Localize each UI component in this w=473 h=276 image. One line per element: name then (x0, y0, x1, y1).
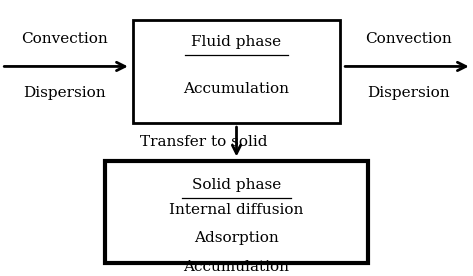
Bar (133, 20, 340, 123)
Text: Internal diffusion: Internal diffusion (169, 203, 304, 217)
Text: Convection: Convection (21, 33, 108, 46)
Text: Fluid phase: Fluid phase (192, 35, 281, 49)
Text: Dispersion: Dispersion (24, 86, 106, 100)
Text: Convection: Convection (365, 33, 452, 46)
Text: Solid phase: Solid phase (192, 178, 281, 192)
Text: Dispersion: Dispersion (367, 86, 449, 100)
Bar (105, 161, 368, 263)
Text: Transfer to solid: Transfer to solid (140, 135, 267, 149)
Text: Accumulation: Accumulation (184, 260, 289, 274)
Text: Accumulation: Accumulation (184, 82, 289, 96)
Text: Adsorption: Adsorption (194, 231, 279, 245)
